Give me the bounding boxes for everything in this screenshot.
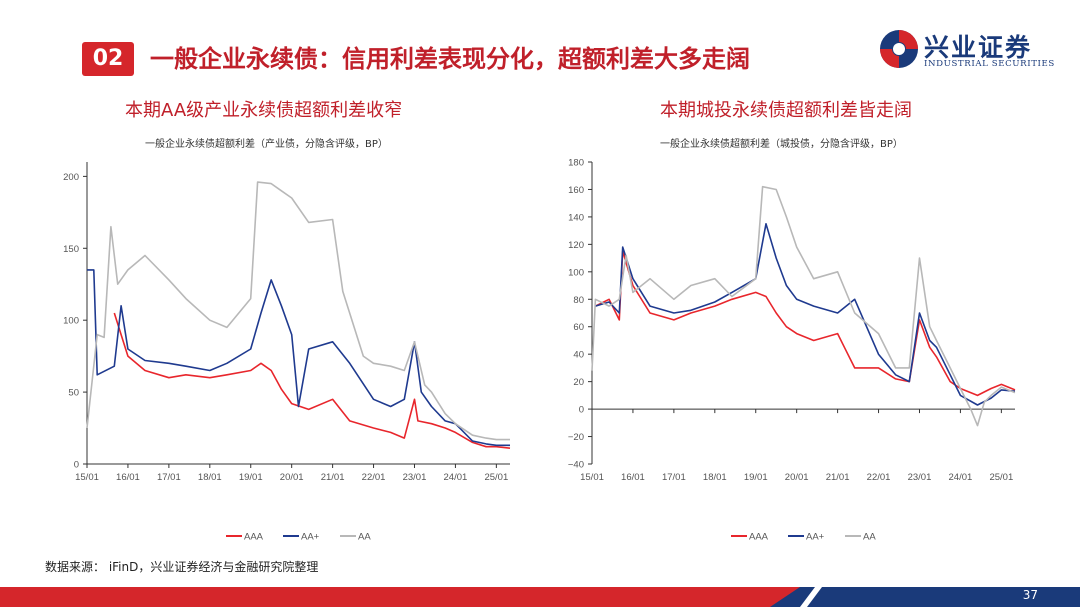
section-number-badge: 02 <box>82 42 134 76</box>
x-tick-label: 17/01 <box>662 472 686 483</box>
left-chart-heading: 本期AA级产业永续债超额利差收窄 <box>125 100 403 121</box>
x-tick-label: 15/01 <box>580 472 604 483</box>
x-tick-label: 19/01 <box>744 472 768 483</box>
y-tick-label: 60 <box>573 322 584 333</box>
x-tick-label: 18/01 <box>703 472 727 483</box>
right-chart-subtitle: 一般企业永续债超额利差（城投债，分隐含评级，BP） <box>660 139 903 150</box>
legend-label: AAA <box>244 532 264 543</box>
x-tick-label: 22/01 <box>362 472 386 483</box>
left-line-chart: 0 50 100 150 200 15/01 16/01 17/01 18/01 19/01 20/… <box>63 162 511 543</box>
y-tick-label: 160 <box>568 185 584 196</box>
y-tick-label: 200 <box>63 172 79 183</box>
series-line-aa <box>86 181 510 441</box>
x-tick-label: 25/01 <box>989 472 1013 483</box>
y-tick-label: 150 <box>63 244 79 255</box>
x-tick-label: 16/01 <box>621 472 645 483</box>
right-chart-heading: 本期城投永续债超额利差皆走阔 <box>660 100 912 121</box>
x-tick-label: 20/01 <box>280 472 304 483</box>
x-tick-label: 21/01 <box>826 472 850 483</box>
x-tick-label: 24/01 <box>949 472 973 483</box>
logo-en-text: INDUSTRIAL SECURITIES <box>924 59 1055 69</box>
logo-cn-text: 兴业证券 <box>924 33 1033 62</box>
y-tick-label: 140 <box>568 212 584 223</box>
series-line-aaplus <box>87 269 510 447</box>
y-tick-label: 50 <box>68 388 79 399</box>
x-tick-label: 24/01 <box>444 472 468 483</box>
y-tick-label: 120 <box>568 240 584 251</box>
x-tick-label: 19/01 <box>239 472 263 483</box>
page-title: 一般企业永续债：信用利差表现分化，超额利差大多走阔 <box>150 45 750 73</box>
y-tick-label: 80 <box>573 295 584 306</box>
x-tick-label: 23/01 <box>908 472 932 483</box>
x-tick-label: 22/01 <box>867 472 891 483</box>
y-tick-label: 100 <box>63 316 79 327</box>
x-tick-label: 21/01 <box>321 472 345 483</box>
x-tick-label: 23/01 <box>403 472 427 483</box>
y-tick-label: −40 <box>568 460 584 471</box>
brand-logo: 兴业证券 INDUSTRIAL SECURITIES <box>878 28 1058 72</box>
x-tick-label: 20/01 <box>785 472 809 483</box>
series-line-aaplus <box>595 223 1016 406</box>
y-tick-label: 20 <box>573 377 584 388</box>
x-tick-label: 16/01 <box>116 472 140 483</box>
logo-mark-icon <box>880 30 918 68</box>
series-line-aaa <box>595 250 1016 397</box>
legend-label: AAA <box>749 532 769 543</box>
y-tick-label: 40 <box>573 350 584 361</box>
x-tick-label: 15/01 <box>75 472 99 483</box>
footer-bar <box>0 587 1080 607</box>
y-tick-label: −20 <box>568 432 584 443</box>
legend-label: AA <box>863 532 876 543</box>
x-tick-label: 18/01 <box>198 472 222 483</box>
legend-label: AA <box>358 532 371 543</box>
y-tick-label: 0 <box>74 460 79 471</box>
y-tick-label: 0 <box>579 405 584 416</box>
page-number: 37 <box>1022 588 1038 602</box>
legend-label: AA+ <box>806 532 825 543</box>
left-chart-subtitle: 一般企业永续债超额利差（产业债，分隐含评级，BP） <box>145 139 388 150</box>
x-tick-label: 25/01 <box>484 472 508 483</box>
y-tick-label: 100 <box>568 267 584 278</box>
series-line-aaa <box>113 312 511 449</box>
legend-label: AA+ <box>301 532 320 543</box>
right-line-chart: −40 −20 0 20 40 60 80 100 120 140 160 180 15/01 16/01… <box>568 158 1016 543</box>
x-tick-label: 17/01 <box>157 472 181 483</box>
y-tick-label: 180 <box>568 158 584 169</box>
data-source-note: 数据来源： iFinD，兴业证券经济与金融研究院整理 <box>45 560 319 574</box>
series-line-aa <box>591 185 1016 427</box>
